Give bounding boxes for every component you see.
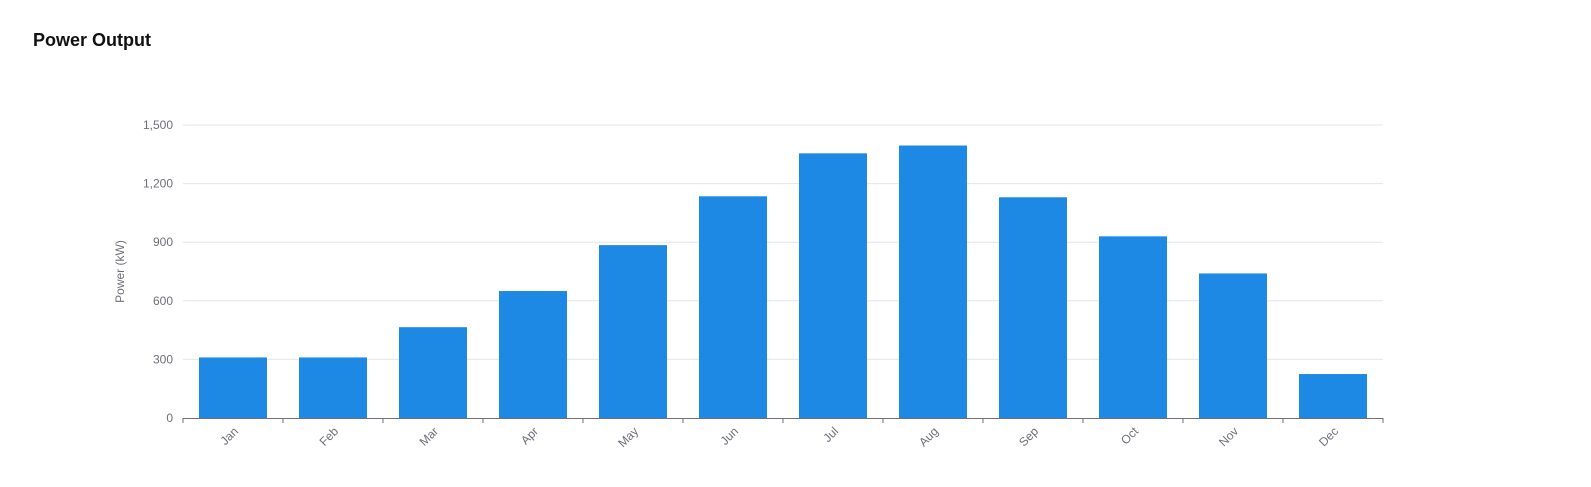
x-tick-label: Mar	[417, 424, 442, 449]
x-tick-label: Aug	[916, 424, 941, 449]
bars	[199, 145, 1367, 418]
bar-may[interactable]	[599, 245, 667, 418]
y-tick-label: 1,200	[143, 177, 173, 191]
bar-jul[interactable]	[799, 153, 867, 418]
x-tick-label: Nov	[1216, 424, 1241, 449]
bar-jun[interactable]	[699, 196, 767, 418]
y-axis-title: Power (kW)	[113, 240, 127, 303]
x-tick-label: Sep	[1016, 424, 1041, 449]
bar-dec[interactable]	[1299, 374, 1367, 418]
bar-aug[interactable]	[899, 145, 967, 418]
x-tick-label: Jun	[718, 424, 742, 448]
bar-jan[interactable]	[199, 357, 267, 418]
y-tick-label: 900	[153, 235, 173, 249]
y-tick-label: 300	[153, 352, 173, 366]
bar-mar[interactable]	[399, 327, 467, 418]
x-tick-label: Dec	[1316, 424, 1341, 449]
grid-lines	[183, 124, 1383, 360]
bar-nov[interactable]	[1199, 273, 1267, 418]
y-tick-label: 600	[153, 294, 173, 308]
bar-feb[interactable]	[299, 357, 367, 418]
x-tick-label: Jan	[218, 424, 242, 448]
x-tick-label: Apr	[518, 424, 541, 447]
x-tick-label: May	[615, 424, 641, 450]
x-tick-label: Feb	[317, 424, 342, 449]
x-axis	[182, 418, 1384, 423]
x-tick-label: Jul	[820, 424, 841, 445]
y-tick-label: 1,500	[143, 118, 173, 132]
y-axis-tick-labels: 0 300 600 900 1,200 1,500	[143, 118, 173, 425]
chart-title: Power Output	[33, 30, 151, 50]
bar-oct[interactable]	[1099, 236, 1167, 418]
y-tick-label: 0	[166, 411, 173, 425]
bar-sep[interactable]	[999, 197, 1067, 418]
x-axis-tick-labels: Jan Feb Mar Apr May Jun Jul Aug Sep Oct Nov Dec	[218, 424, 1342, 450]
x-tick-label: Oct	[1118, 424, 1142, 448]
bar-apr[interactable]	[499, 291, 567, 418]
